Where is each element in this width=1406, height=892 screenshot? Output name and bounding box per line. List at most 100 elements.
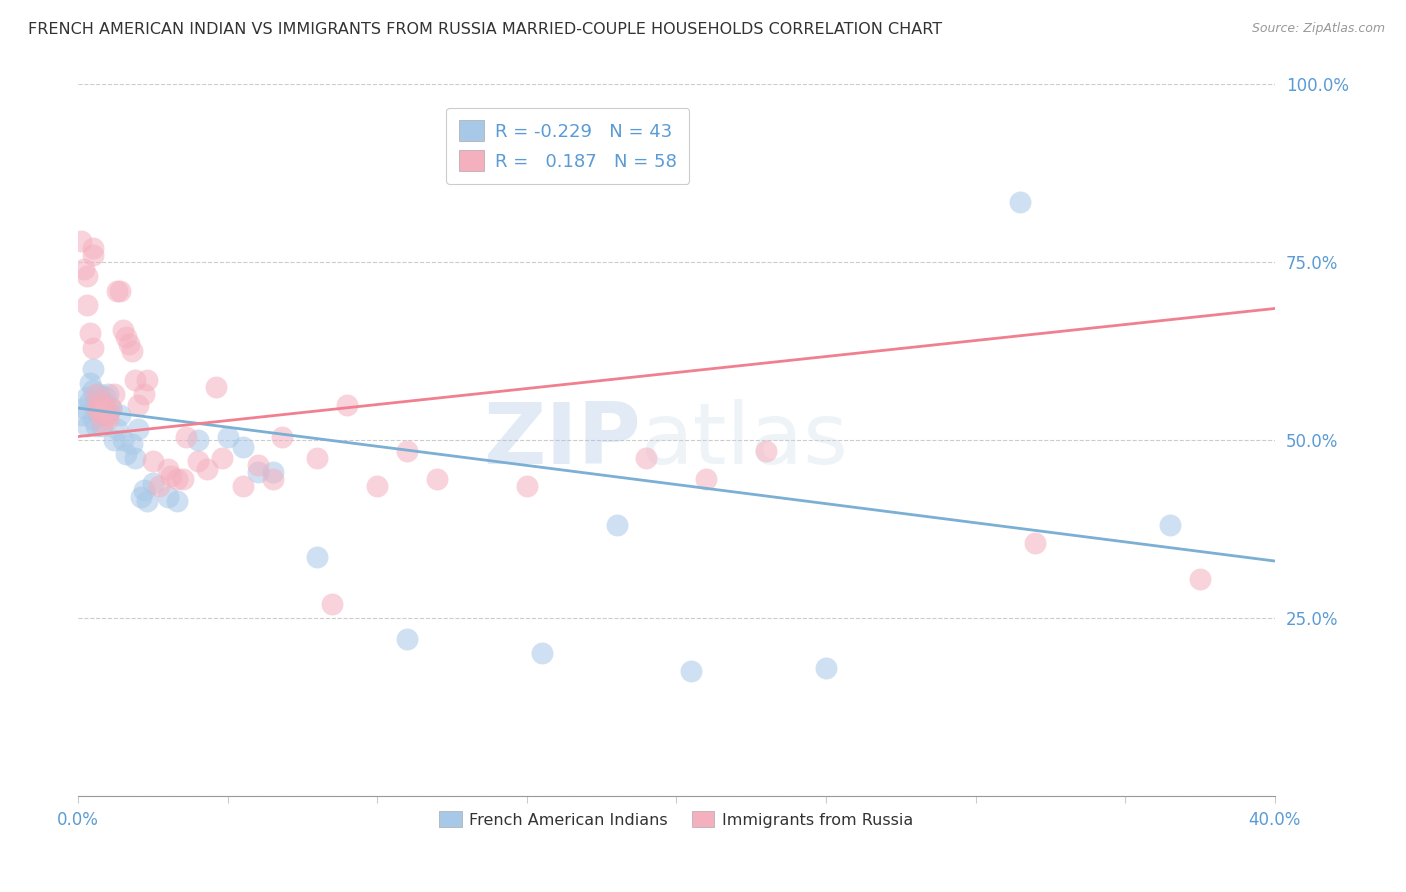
Point [105,422,128,436]
Point [166,472,188,486]
Point [814,661,837,675]
Point [87,387,110,401]
Point [100,401,122,415]
Text: atlas: atlas [641,399,848,482]
Point [73,262,96,277]
Point [1188,572,1211,586]
Point [76,269,98,284]
Point [142,475,165,490]
Point [111,323,134,337]
Point [84,394,107,409]
Point [156,490,179,504]
Point [76,418,98,433]
Point [79,376,101,391]
Point [127,398,149,412]
Point [135,493,157,508]
Point [262,472,284,486]
Point [91,418,114,433]
Text: Source: ZipAtlas.com: Source: ZipAtlas.com [1251,22,1385,36]
Point [232,440,254,454]
Point [129,490,152,504]
Point [124,373,146,387]
Point [118,337,141,351]
Point [396,443,419,458]
Point [76,298,98,312]
Point [115,330,138,344]
Point [681,665,703,679]
Point [246,465,269,479]
Point [1159,518,1181,533]
Point [232,479,254,493]
Point [172,472,194,486]
Point [82,411,104,425]
Point [366,479,388,493]
Point [132,387,155,401]
Point [73,401,96,415]
Point [132,483,155,497]
Point [91,415,114,429]
Point [396,632,419,647]
Point [108,284,131,298]
Point [91,394,114,409]
Point [755,443,778,458]
Text: FRENCH AMERICAN INDIAN VS IMMIGRANTS FROM RUSSIA MARRIED-COUPLE HOUSEHOLDS CORRE: FRENCH AMERICAN INDIAN VS IMMIGRANTS FRO… [28,22,942,37]
Point [307,550,329,565]
Point [82,362,104,376]
Point [336,398,359,412]
Point [97,387,120,401]
Point [87,394,110,409]
Point [94,408,117,422]
Point [217,429,239,443]
Point [195,461,218,475]
Point [606,518,628,533]
Point [94,401,117,415]
Legend: French American Indians, Immigrants from Russia: French American Indians, Immigrants from… [433,805,920,834]
Point [204,380,226,394]
Point [426,472,449,486]
Point [135,373,157,387]
Point [87,404,110,418]
Point [84,387,107,401]
Point [270,429,292,443]
Point [103,433,125,447]
Point [97,404,120,418]
Point [84,401,107,415]
Point [156,461,179,475]
Point [70,408,93,422]
Point [246,458,269,472]
Point [636,450,658,465]
Text: ZIP: ZIP [482,399,641,482]
Point [108,408,131,422]
Point [111,433,134,447]
Point [142,454,165,468]
Point [127,422,149,436]
Point [103,387,125,401]
Point [166,493,188,508]
Point [174,429,197,443]
Point [82,341,104,355]
Point [187,433,209,447]
Point [307,450,329,465]
Point [91,401,114,415]
Point [516,479,538,493]
Point [84,418,107,433]
Point [79,394,101,409]
Point [530,647,553,661]
Point [70,234,93,248]
Point [211,450,233,465]
Point [262,465,284,479]
Point [76,391,98,405]
Point [546,166,568,180]
Point [115,447,138,461]
Point [97,411,120,425]
Point [1024,536,1046,550]
Point [100,401,122,415]
Point [94,391,117,405]
Point [105,284,128,298]
Point [97,408,120,422]
Point [79,326,101,341]
Point [160,468,183,483]
Point [121,344,143,359]
Point [148,479,170,493]
Point [82,241,104,255]
